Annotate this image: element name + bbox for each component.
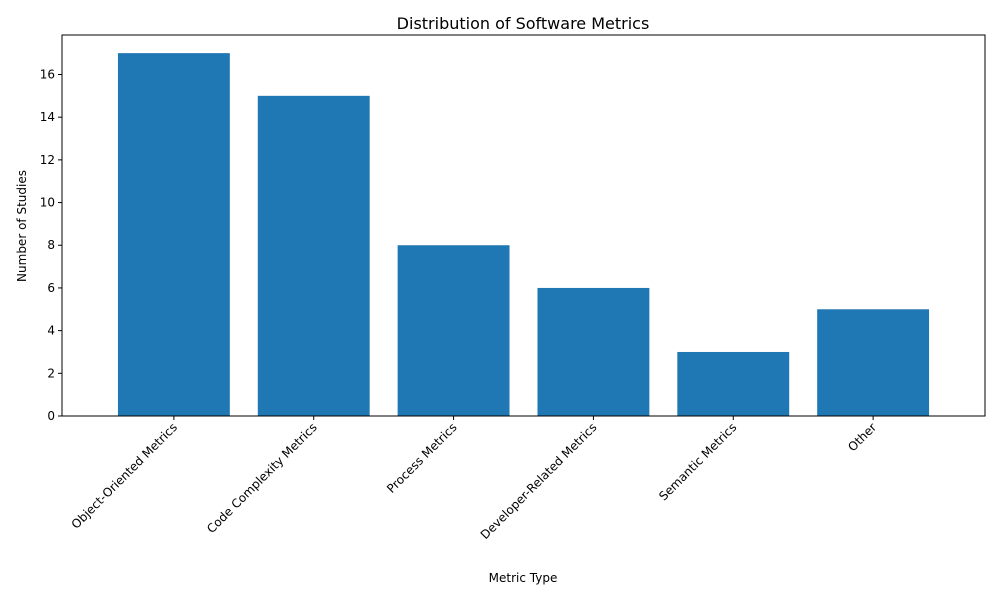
x-axis-label: Metric Type [489, 571, 558, 585]
y-tick-label: 8 [47, 238, 55, 252]
y-tick-label: 4 [47, 324, 55, 338]
bar-code-complexity-metrics [257, 95, 370, 416]
x-tick-label: Object-Oriented Metrics [69, 420, 180, 531]
x-tick-label: Process Metrics [384, 420, 460, 496]
bar-process-metrics [397, 245, 510, 416]
x-axis-ticks: Object-Oriented Metrics Code Complexity M… [69, 416, 879, 542]
bar-semantic-metrics [677, 351, 790, 416]
y-axis-label: Number of Studies [15, 170, 29, 282]
y-tick-label: 2 [47, 366, 55, 380]
x-tick-label: Semantic Metrics [656, 420, 739, 503]
chart-title: Distribution of Software Metrics [397, 14, 650, 33]
x-tick-label: Other [845, 420, 879, 454]
y-tick-label: 10 [40, 196, 55, 210]
x-tick-label: Developer-Related Metrics [478, 420, 600, 542]
y-tick-label: 16 [40, 67, 55, 81]
x-tick-label: Code Complexity Metrics [204, 420, 320, 536]
y-tick-label: 0 [47, 409, 55, 423]
plot-frame [61, 34, 986, 417]
y-tick-label: 14 [40, 110, 55, 124]
bar-developer-related-metrics [537, 287, 650, 416]
y-axis-ticks: 0 2 4 6 8 10 12 14 16 [40, 67, 62, 423]
bars-group [117, 53, 930, 417]
bar-other [817, 309, 930, 416]
y-tick-label: 12 [40, 153, 55, 167]
y-tick-label: 6 [47, 281, 55, 295]
bar-object-oriented-metrics [117, 53, 230, 417]
